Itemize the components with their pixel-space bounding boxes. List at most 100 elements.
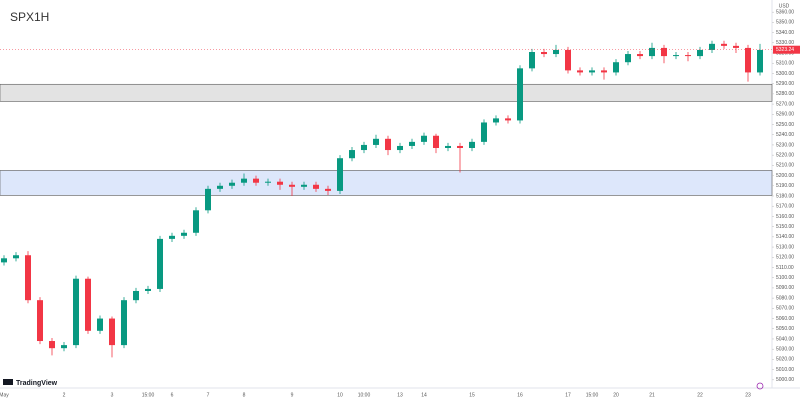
y-tick-label: 5030.00 xyxy=(776,347,794,353)
y-tick-label: 5190.00 xyxy=(776,183,794,189)
y-tick-label: 5180.00 xyxy=(776,193,794,199)
settings-icon[interactable] xyxy=(756,382,764,390)
candle-body xyxy=(193,210,199,233)
candle-body xyxy=(457,145,463,148)
candle-body xyxy=(733,45,739,48)
chart-title: SPX1H xyxy=(10,10,49,24)
candle-body xyxy=(97,318,103,331)
y-tick-label: 5280.00 xyxy=(776,91,794,97)
candle-body xyxy=(757,49,763,73)
y-tick-label: 5220.00 xyxy=(776,152,794,158)
y-tick-label: 5140.00 xyxy=(776,234,794,240)
candle-body xyxy=(493,118,499,123)
candle-body xyxy=(697,49,703,57)
y-tick-label: 5100.00 xyxy=(776,275,794,281)
candle-body xyxy=(313,184,319,189)
y-tick-label: 5300.00 xyxy=(776,71,794,77)
candle-body xyxy=(397,145,403,151)
currency-label: USD xyxy=(779,3,790,9)
candle-body xyxy=(289,184,295,187)
y-tick-label: 5010.00 xyxy=(776,367,794,373)
candle-body xyxy=(685,55,691,57)
candle-body xyxy=(13,255,19,259)
candle-body xyxy=(589,70,595,73)
x-tick-label: 21 xyxy=(649,392,655,398)
y-tick-label: 5230.00 xyxy=(776,142,794,148)
x-tick-label: 10 xyxy=(337,392,343,398)
y-tick-label: 5070.00 xyxy=(776,306,794,312)
zones xyxy=(0,83,773,196)
candle-body xyxy=(61,345,67,349)
y-tick-label: 5290.00 xyxy=(776,81,794,87)
candle-body xyxy=(637,54,643,57)
y-tick-label: 5240.00 xyxy=(776,132,794,138)
x-tick-label: 15 xyxy=(469,392,475,398)
candle-body xyxy=(613,62,619,73)
y-tick-label: 5080.00 xyxy=(776,295,794,301)
candle-body xyxy=(169,235,175,239)
candle-body xyxy=(673,55,679,57)
candle-body xyxy=(109,318,115,346)
candle-body xyxy=(73,278,79,346)
zone xyxy=(0,83,773,102)
x-tick-label: 22 xyxy=(697,392,703,398)
y-tick-label: 5250.00 xyxy=(776,122,794,128)
x-tick-label: May xyxy=(0,392,9,398)
candle-body xyxy=(25,255,31,301)
y-tick-label: 5210.00 xyxy=(776,163,794,169)
candle-body xyxy=(85,278,91,331)
candle-body xyxy=(121,300,127,346)
candle-body xyxy=(541,52,547,55)
x-tick-label: 20 xyxy=(613,392,619,398)
x-tick-label: 7 xyxy=(207,392,210,398)
candle-body xyxy=(433,135,439,148)
y-tick-label: 5130.00 xyxy=(776,244,794,250)
candle-body xyxy=(649,47,655,57)
candle-body xyxy=(337,158,343,191)
x-tick-label: 16 xyxy=(517,392,523,398)
y-tick-label: 5330.00 xyxy=(776,40,794,46)
candles xyxy=(1,40,763,358)
candle-body xyxy=(565,49,571,71)
candle-body xyxy=(481,122,487,142)
candle-body xyxy=(409,141,415,146)
y-tick-label: 5150.00 xyxy=(776,224,794,230)
x-tick-label: 6 xyxy=(171,392,174,398)
y-tick-label: 5350.00 xyxy=(776,20,794,26)
candle-body xyxy=(601,70,607,73)
y-tick-label: 5160.00 xyxy=(776,214,794,220)
candle-body xyxy=(253,178,259,183)
candle-body xyxy=(157,238,163,289)
y-tick-label: 5270.00 xyxy=(776,101,794,107)
y-tick-label: 5310.00 xyxy=(776,61,794,67)
candle-body xyxy=(325,188,331,191)
candle-body xyxy=(205,188,211,211)
x-tick-label: 17 xyxy=(565,392,571,398)
y-tick-label: 5060.00 xyxy=(776,316,794,322)
candle-body xyxy=(745,47,751,73)
y-tick-label: 5260.00 xyxy=(776,112,794,118)
candle-body xyxy=(385,138,391,151)
y-tick-label: 5110.00 xyxy=(776,265,794,271)
y-tick-label: 5020.00 xyxy=(776,357,794,363)
x-tick-label: 15:00 xyxy=(142,392,155,398)
last-price-tag xyxy=(773,45,800,54)
candle-body xyxy=(301,184,307,187)
y-tick-label: 5090.00 xyxy=(776,285,794,291)
candle-body xyxy=(277,181,283,185)
candle-body xyxy=(661,47,667,57)
candle-body xyxy=(1,258,7,263)
x-tick-label: 14 xyxy=(421,392,427,398)
y-tick-label: 5040.00 xyxy=(776,336,794,342)
x-tick-label: 15:00 xyxy=(586,392,599,398)
y-tick-label: 5120.00 xyxy=(776,255,794,261)
x-tick-label: 23 xyxy=(745,392,751,398)
candle-body xyxy=(577,70,583,73)
x-tick-label: 10:00 xyxy=(358,392,371,398)
candle-body xyxy=(445,145,451,148)
candle-body xyxy=(373,138,379,145)
y-tick-label: 5050.00 xyxy=(776,326,794,332)
x-tick-label: 13 xyxy=(397,392,403,398)
